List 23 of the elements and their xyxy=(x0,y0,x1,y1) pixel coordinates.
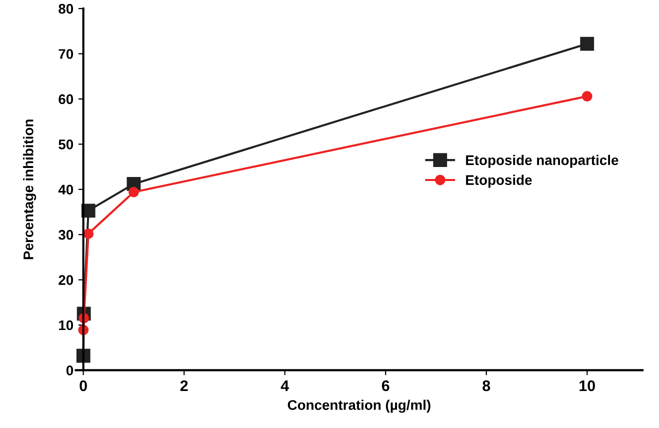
x-tick-label: 8 xyxy=(482,380,490,392)
x-tick-label: 6 xyxy=(382,380,390,392)
point xyxy=(83,228,94,239)
y-tick-label: 50 xyxy=(58,140,74,150)
y-tick-label: 10 xyxy=(59,320,74,330)
y-tick-label: 30 xyxy=(58,230,74,240)
point xyxy=(128,186,139,198)
point xyxy=(582,91,592,102)
x-tick-label: 0 xyxy=(80,380,87,392)
legend-label: Etoposide nanoparticle xyxy=(466,154,618,168)
y-tick-label: 0 xyxy=(66,366,74,376)
y-axis-title: Percentage inhibition xyxy=(23,120,36,260)
x-tick-label: 4 xyxy=(280,380,290,392)
y-tick-label: 60 xyxy=(58,94,74,104)
legend-label: Etoposide xyxy=(466,174,532,188)
y-tick-label: 20 xyxy=(58,275,74,285)
point xyxy=(580,36,594,51)
y-tick-label: 40 xyxy=(58,184,74,195)
y-tick-label: 70 xyxy=(58,49,74,59)
x-axis-title: Concentration (µg/ml) xyxy=(288,400,430,413)
x-tick-label: 10 xyxy=(580,380,595,392)
y-tick-label: 80 xyxy=(58,4,74,14)
x-tick-label: 2 xyxy=(180,380,188,392)
